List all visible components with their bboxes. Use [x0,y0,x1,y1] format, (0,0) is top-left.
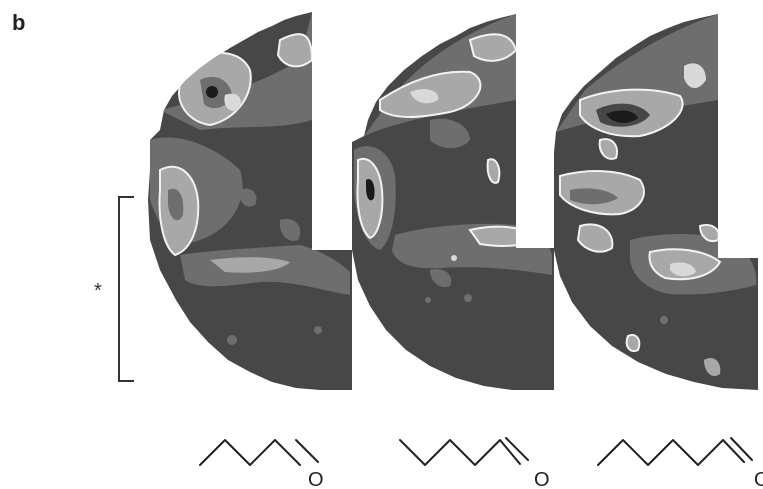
map-hexanal [352,14,554,390]
molecule-hexanal [399,437,529,466]
molecule-3-oxygen: O [754,469,763,489]
map-heptanal [554,14,758,390]
molecule-pentanal [199,439,319,466]
panel-label: b [12,10,26,35]
molecule-heptanal [597,437,753,466]
molecule-2-oxygen: O [534,469,550,489]
region-bracket [118,196,134,382]
region-asterisk: * [94,280,102,302]
molecule-structures: O O O [199,437,763,489]
map-pentanal [148,12,352,390]
molecule-1-oxygen: O [308,469,324,489]
